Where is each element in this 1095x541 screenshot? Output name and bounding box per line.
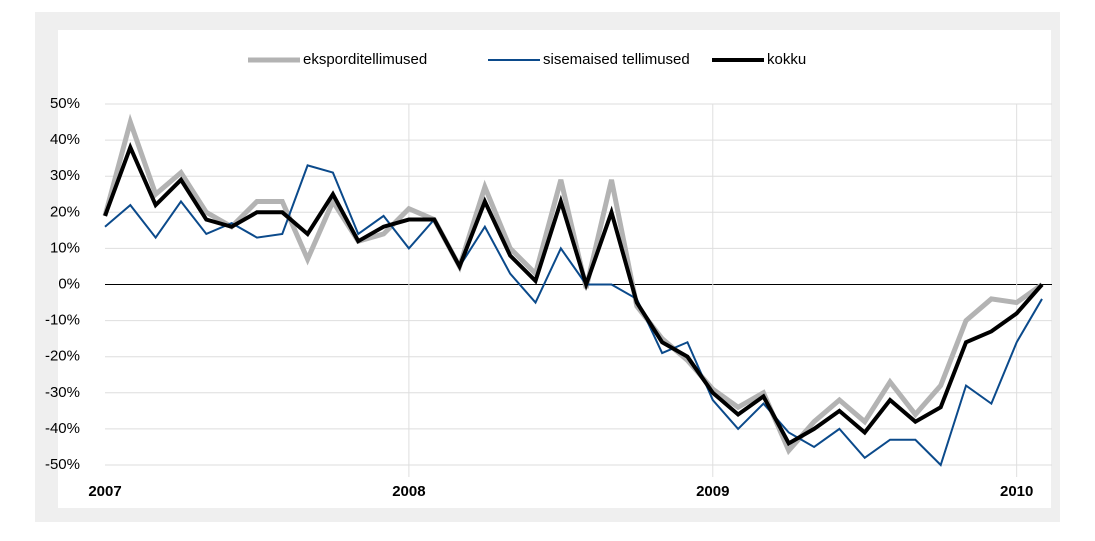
legend-label: kokku [767,51,806,68]
y-tick-label: -50% [45,456,80,473]
x-tick-label: 2008 [392,483,425,500]
x-tick-label: 2007 [88,483,121,500]
series-line [102,113,1044,456]
y-tick-label: 40% [50,131,80,148]
x-tick-label: 2010 [1000,483,1033,500]
series-line [104,164,1043,467]
y-tick-label: 30% [50,167,80,184]
x-tick-label: 2009 [696,483,729,500]
series-line [103,141,1044,447]
y-tick-label: 10% [50,239,80,256]
legend-label: eksporditellimused [303,51,427,68]
y-tick-label: -20% [45,348,80,365]
y-tick-label: 20% [50,203,80,220]
y-tick-label: 50% [50,95,80,112]
plot-background [58,30,1051,508]
y-tick-label: -10% [45,312,80,329]
y-tick-label: -30% [45,384,80,401]
legend-label: sisemaised tellimused [543,51,690,68]
y-tick-label: -40% [45,420,80,437]
y-tick-label: 0% [58,275,80,292]
